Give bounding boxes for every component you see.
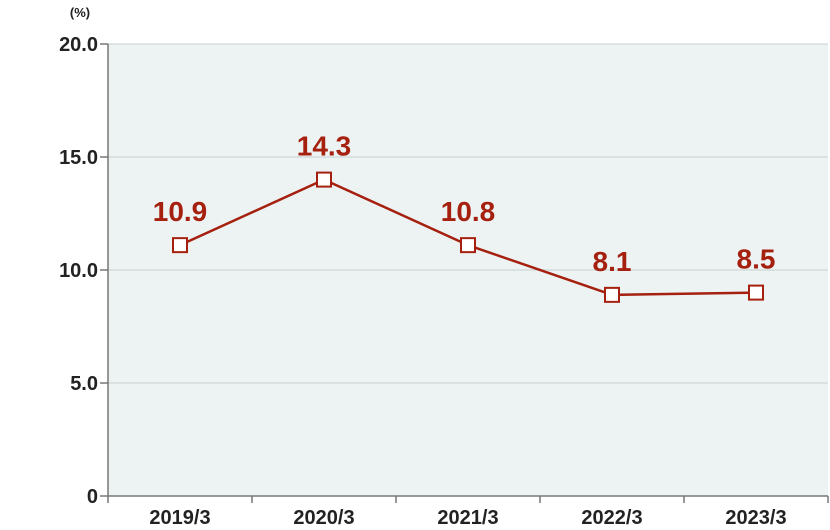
x-tick-label: 2022/3 xyxy=(581,507,642,529)
data-label: 10.9 xyxy=(153,196,208,227)
y-tick-label: 5.0 xyxy=(70,373,98,395)
data-label: 14.3 xyxy=(297,131,352,162)
data-point-marker xyxy=(748,284,764,301)
y-tick-label: 20.0 xyxy=(59,34,98,56)
data-point-marker xyxy=(316,171,332,188)
data-label: 10.8 xyxy=(441,196,496,227)
grid-lines xyxy=(108,43,828,384)
data-label: 8.1 xyxy=(593,246,632,277)
x-tick-label: 2021/3 xyxy=(437,507,498,529)
x-tick-label: 2023/3 xyxy=(725,507,786,529)
data-point-marker xyxy=(172,237,188,254)
y-tick-label: 10.0 xyxy=(59,260,98,282)
x-tick-label: 2020/3 xyxy=(293,507,354,529)
data-label: 8.5 xyxy=(737,244,776,275)
tick-labels: 0 5.0 10.0 15.0 20.0 2019/3 2020/3 2021/3 2022/3… xyxy=(59,34,787,529)
y-tick-label: 15.0 xyxy=(59,147,98,169)
data-point-marker xyxy=(460,237,476,254)
y-tick-label: 0 xyxy=(87,486,98,508)
axes xyxy=(100,43,829,503)
x-tick-label: 2019/3 xyxy=(149,507,210,529)
y-axis-unit-label: (%) xyxy=(70,5,90,20)
series-group: 10.9 14.3 10.8 8.1 8.5 xyxy=(153,131,776,303)
data-point-marker xyxy=(604,286,620,303)
